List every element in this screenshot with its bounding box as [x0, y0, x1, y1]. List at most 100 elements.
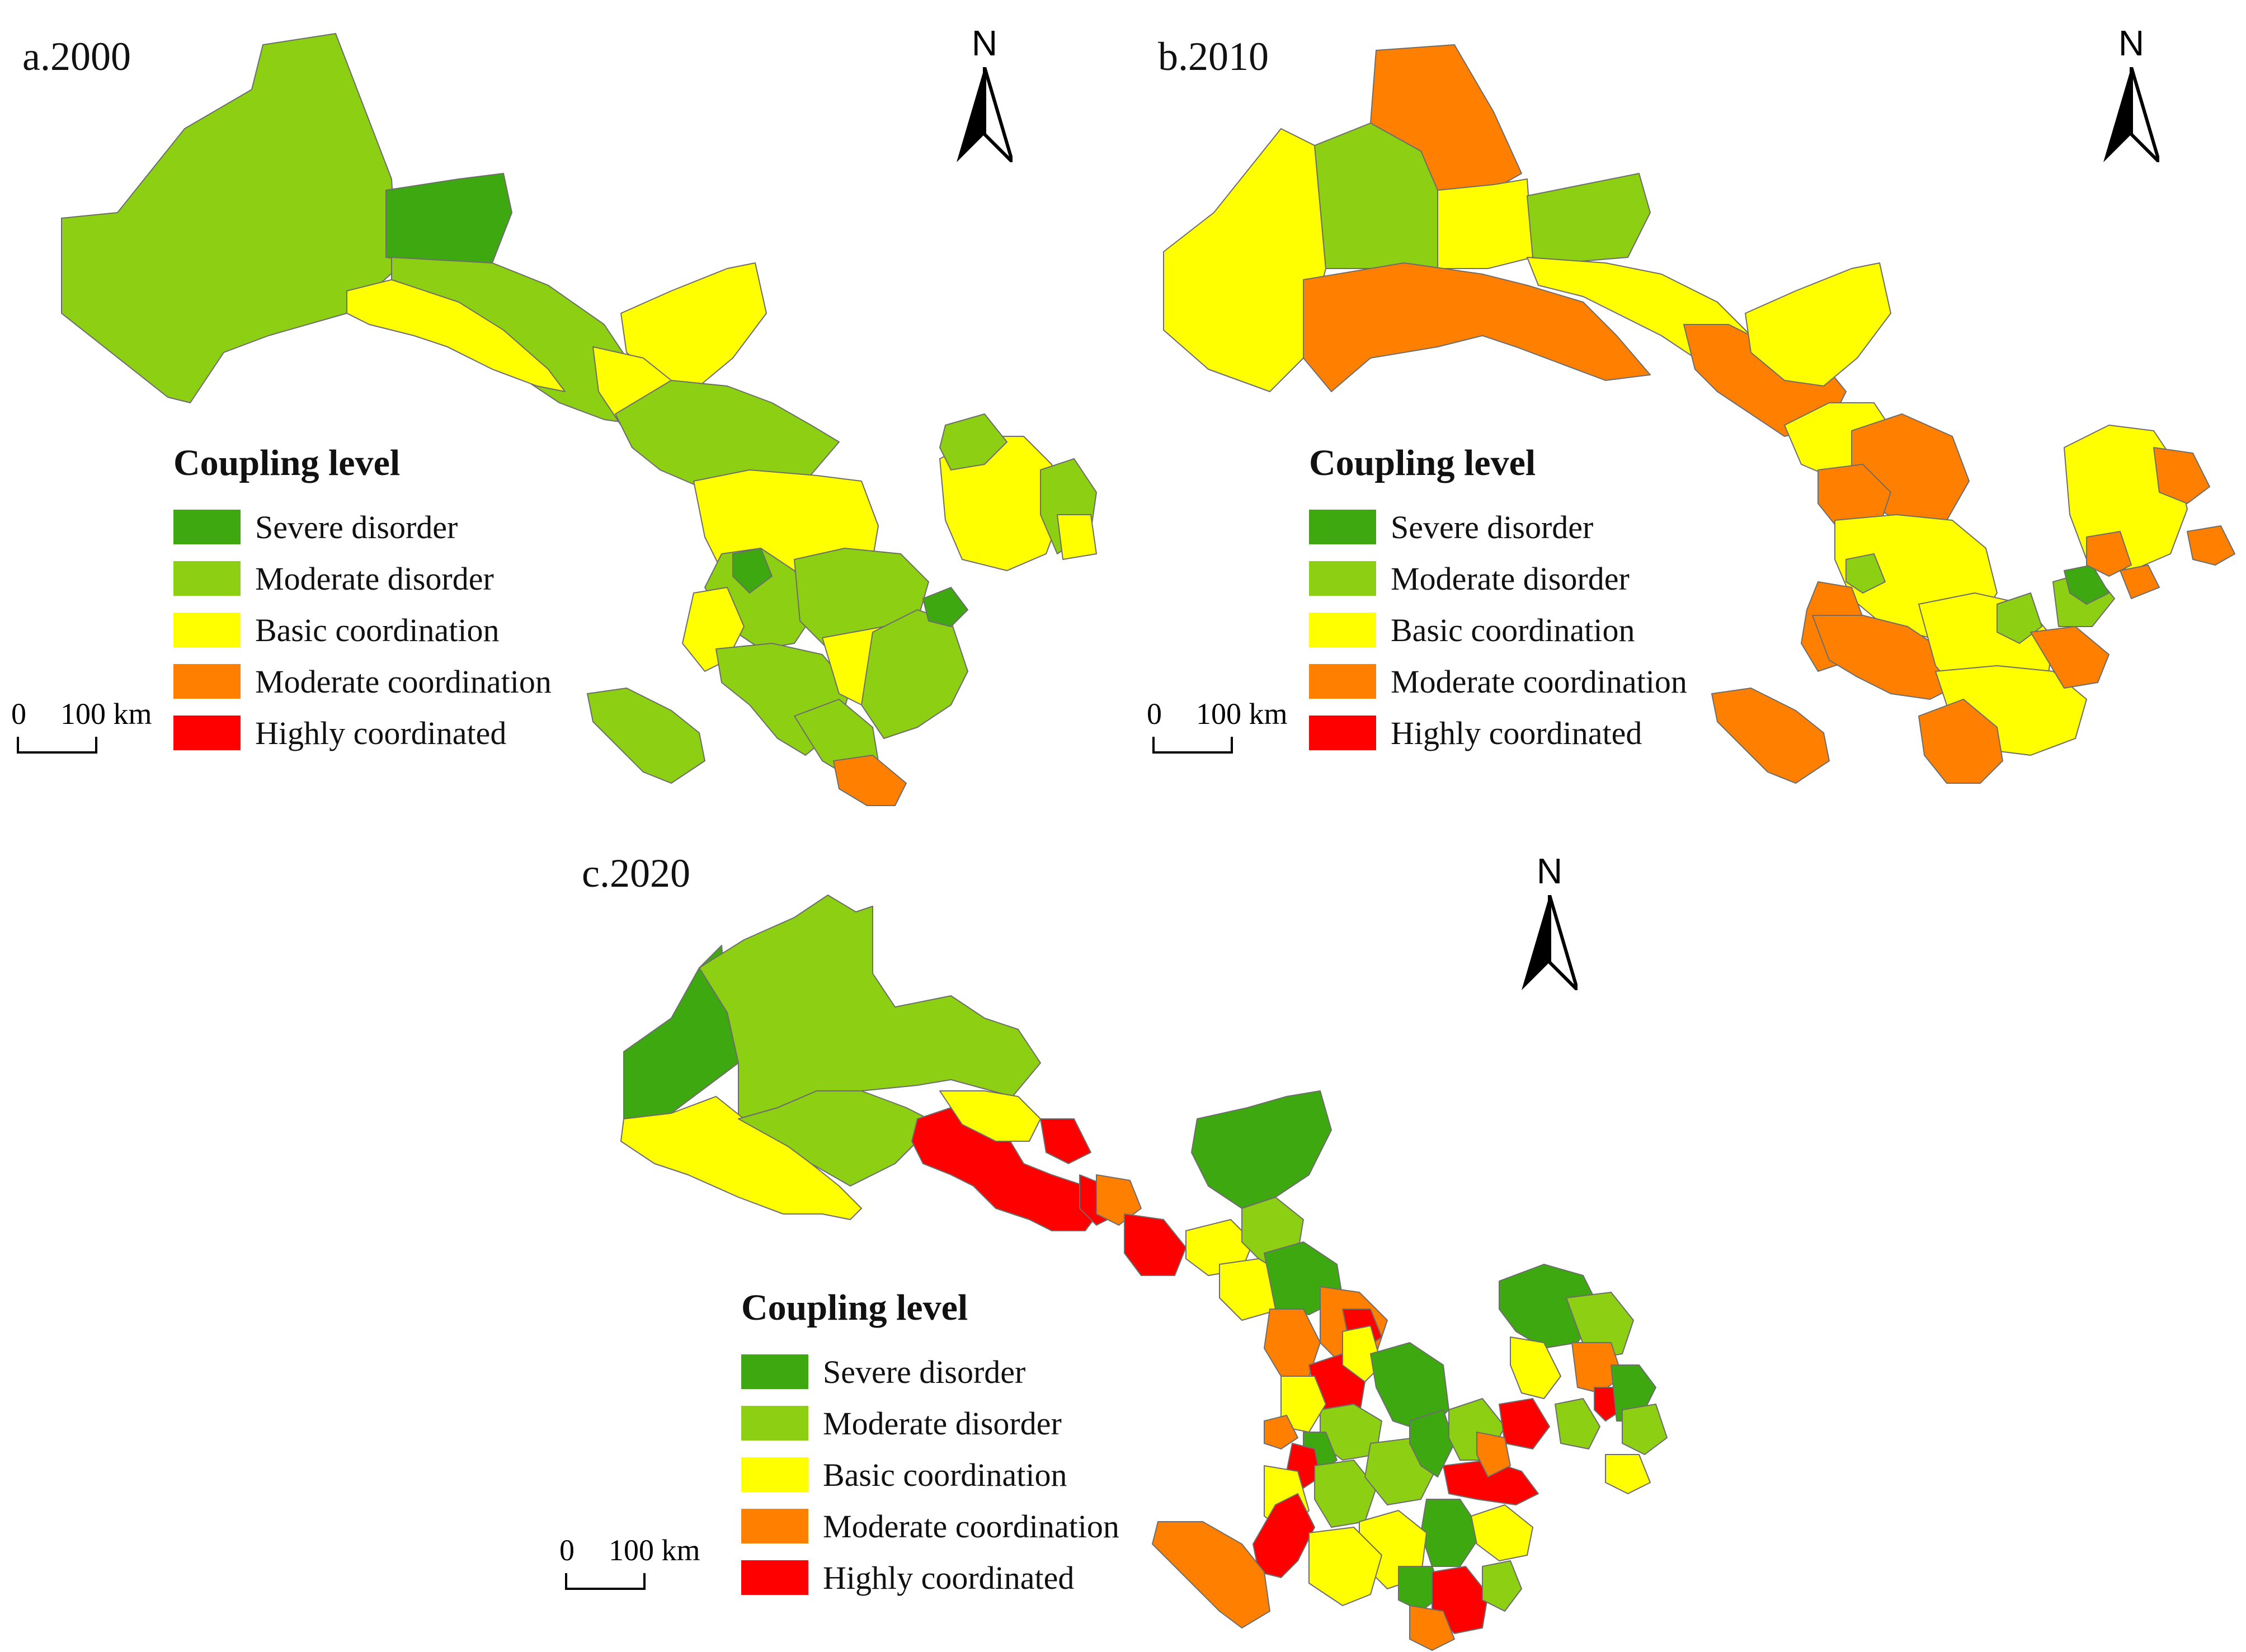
legend-item-label: Moderate coordination [1391, 663, 1687, 700]
map-region [1571, 1342, 1623, 1394]
scale-bar: 0 100 km [11, 696, 190, 764]
legend-item-label: Basic coordination [1391, 611, 1635, 648]
legend-item: Basic coordination [173, 604, 552, 656]
map-region [1997, 592, 2042, 644]
legend-swatch [173, 664, 241, 699]
legend-swatch [1309, 561, 1376, 596]
north-arrow: N [945, 22, 1024, 168]
map-region [2187, 525, 2235, 566]
legend-title: Coupling level [741, 1287, 968, 1328]
scale-start: 0 [559, 1533, 575, 1567]
legend-swatch [1309, 613, 1376, 647]
map-region [1152, 1521, 1270, 1629]
map-region [939, 1090, 1041, 1142]
legend: Coupling level Severe disorder Moderate d… [173, 442, 552, 759]
legend-swatch [1309, 716, 1376, 750]
scale-start: 0 [1147, 697, 1162, 731]
map-region [1040, 1118, 1091, 1164]
legend-item-label: Moderate coordination [823, 1508, 1119, 1545]
map-region [615, 380, 840, 493]
map-panel-2000: a.2000 N Coupling level Severe disorder M… [0, 0, 1124, 817]
map-region [1308, 1527, 1382, 1606]
map-region [1711, 688, 1830, 784]
map-region [1527, 173, 1651, 263]
map-region [2120, 564, 2160, 599]
map-region [1555, 1398, 1600, 1449]
panel-label: b.2010 [1158, 34, 1269, 79]
north-arrow: N [2092, 22, 2170, 168]
map-region [1745, 262, 1891, 387]
map-region [833, 755, 907, 806]
scale-end: 100 km [60, 697, 152, 731]
panel-label: c.2020 [582, 851, 690, 896]
map-panel-2010: b.2010 N Coupling level Severe disorder M… [1124, 0, 2246, 817]
legend-item-label: Moderate coordination [255, 663, 552, 700]
map-region [1409, 1409, 1455, 1477]
map-region [1409, 1605, 1455, 1651]
map-region [939, 413, 1007, 470]
map-region [1437, 178, 1533, 269]
legend-item-label: Severe disorder [255, 509, 458, 545]
legend-item: Moderate disorder [173, 553, 552, 604]
north-letter: N [1536, 851, 1563, 891]
scale-bar: 0 100 km [559, 1533, 738, 1600]
legend-item-label: Severe disorder [1391, 509, 1594, 545]
legend-title: Coupling level [173, 443, 401, 483]
map-region [1124, 1213, 1186, 1276]
map-region [1476, 1432, 1511, 1477]
legend-item: Severe disorder [173, 501, 552, 553]
scale-end: 100 km [609, 1533, 700, 1567]
north-arrow-icon [1522, 895, 1578, 990]
legend-item: Moderate coordination [173, 656, 552, 707]
north-arrow-icon [2103, 67, 2159, 162]
legend-item: Highly coordinated [1309, 707, 1687, 759]
legend-swatch [173, 561, 241, 596]
map-region [346, 279, 566, 392]
map-region [620, 1096, 862, 1220]
legend-item: Severe disorder [741, 1346, 1119, 1397]
legend-swatch [173, 613, 241, 647]
legend-item: Moderate coordination [741, 1500, 1119, 1552]
legend-item: Moderate disorder [1309, 553, 1687, 604]
north-arrow: N [1510, 850, 1589, 996]
legend-swatch [741, 1509, 808, 1543]
north-letter: N [2118, 23, 2145, 63]
legend-item: Highly coordinated [741, 1552, 1119, 1603]
panel-label: a.2000 [22, 34, 131, 79]
legend-item: Moderate disorder [741, 1397, 1119, 1449]
map-region [1163, 128, 1326, 392]
region-map-2010 [1163, 44, 2235, 784]
map-region [1303, 262, 1651, 392]
map-region [922, 587, 968, 627]
region-map-2000 [61, 33, 1097, 806]
scale-bar-line [17, 737, 97, 754]
legend-title: Coupling level [1309, 443, 1536, 483]
north-letter: N [971, 23, 998, 63]
map-region [587, 688, 705, 784]
map-region [2153, 447, 2210, 504]
scale-start: 0 [11, 697, 26, 731]
map-region [1918, 699, 2003, 784]
map-region [1191, 1090, 1332, 1209]
legend-item-label: Highly coordinated [1391, 714, 1642, 751]
legend-swatch [1309, 664, 1376, 699]
legend-item-label: Moderate disorder [1391, 560, 1630, 597]
north-arrow-icon [957, 67, 1013, 162]
scale-bar-line [1152, 737, 1233, 754]
map-region [1499, 1398, 1550, 1449]
map-region [1420, 1499, 1483, 1567]
map-region [1510, 1336, 1561, 1399]
legend: Coupling level Severe disorder Moderate d… [1309, 442, 1687, 759]
map-region [1471, 1504, 1533, 1561]
legend-item-label: Basic coordination [823, 1456, 1067, 1493]
map-region [1845, 553, 1886, 594]
map-panel-2020: c.2020 N Coupling level Severe disorder M… [559, 828, 1734, 1652]
map-region [732, 548, 773, 594]
legend-item: Basic coordination [741, 1449, 1119, 1500]
legend-item: Highly coordinated [173, 707, 552, 759]
legend-item: Moderate coordination [1309, 656, 1687, 707]
legend-item: Severe disorder [1309, 501, 1687, 553]
map-region [1264, 1415, 1298, 1449]
legend-swatch [741, 1406, 808, 1441]
legend-swatch [173, 716, 241, 750]
